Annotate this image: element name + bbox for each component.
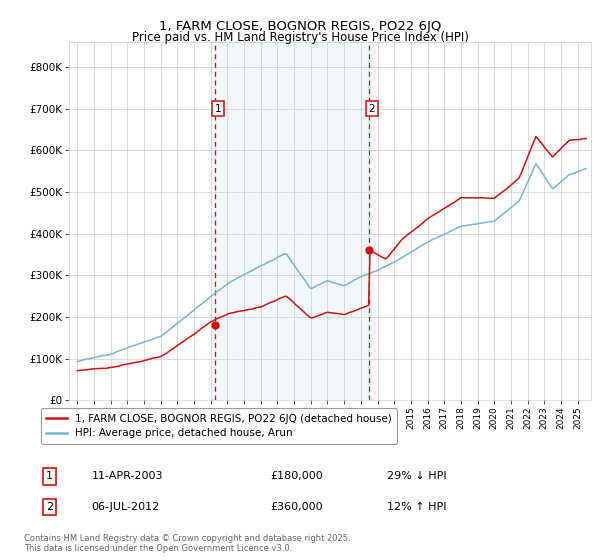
Bar (215, 42, 370, 400)
Legend: 1, FARM CLOSE, BOGNOR REGIS, PO22 6JQ (detached house), HPI: Average price, deta: 1, FARM CLOSE, BOGNOR REGIS, PO22 6JQ (d… (41, 408, 397, 444)
Text: 1, FARM CLOSE, BOGNOR REGIS, PO22 6JQ: 1, FARM CLOSE, BOGNOR REGIS, PO22 6JQ (159, 20, 441, 32)
Text: £180,000: £180,000 (270, 472, 323, 482)
Text: Price paid vs. HM Land Registry's House Price Index (HPI): Price paid vs. HM Land Registry's House … (131, 31, 469, 44)
Text: Contains HM Land Registry data © Crown copyright and database right 2025.
This d: Contains HM Land Registry data © Crown c… (24, 534, 350, 553)
Text: 2: 2 (46, 502, 53, 512)
Text: 2: 2 (368, 104, 375, 114)
Text: 1: 1 (214, 104, 221, 114)
Text: 12% ↑ HPI: 12% ↑ HPI (387, 502, 446, 512)
Text: 29% ↓ HPI: 29% ↓ HPI (387, 472, 447, 482)
Text: 11-APR-2003: 11-APR-2003 (91, 472, 163, 482)
Text: 1: 1 (46, 472, 53, 482)
Text: £360,000: £360,000 (270, 502, 323, 512)
Text: 06-JUL-2012: 06-JUL-2012 (91, 502, 160, 512)
